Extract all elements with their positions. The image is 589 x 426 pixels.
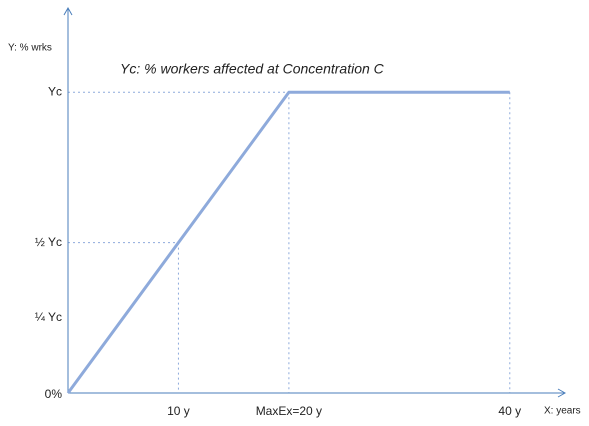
- x-tick-label: 10 y: [167, 404, 190, 418]
- y-tick-label: Yc: [48, 84, 62, 98]
- chart-title: Yc: % workers affected at Concentration …: [120, 61, 385, 77]
- y-tick-label: 0%: [45, 387, 63, 401]
- data-line: [66, 90, 510, 394]
- x-axis-arrow: [557, 388, 567, 398]
- y-axis-arrow: [63, 6, 73, 16]
- y-axis-label: Y: % wrks: [8, 43, 52, 54]
- x-tick-label: 40 y: [498, 404, 521, 418]
- y-tick-label: ½ Yc: [35, 235, 62, 249]
- y-tick-label: ¼ Yc: [35, 310, 62, 324]
- x-tick-label: MaxEx=20 y: [256, 404, 322, 418]
- x-axis-label: X: years: [544, 406, 581, 417]
